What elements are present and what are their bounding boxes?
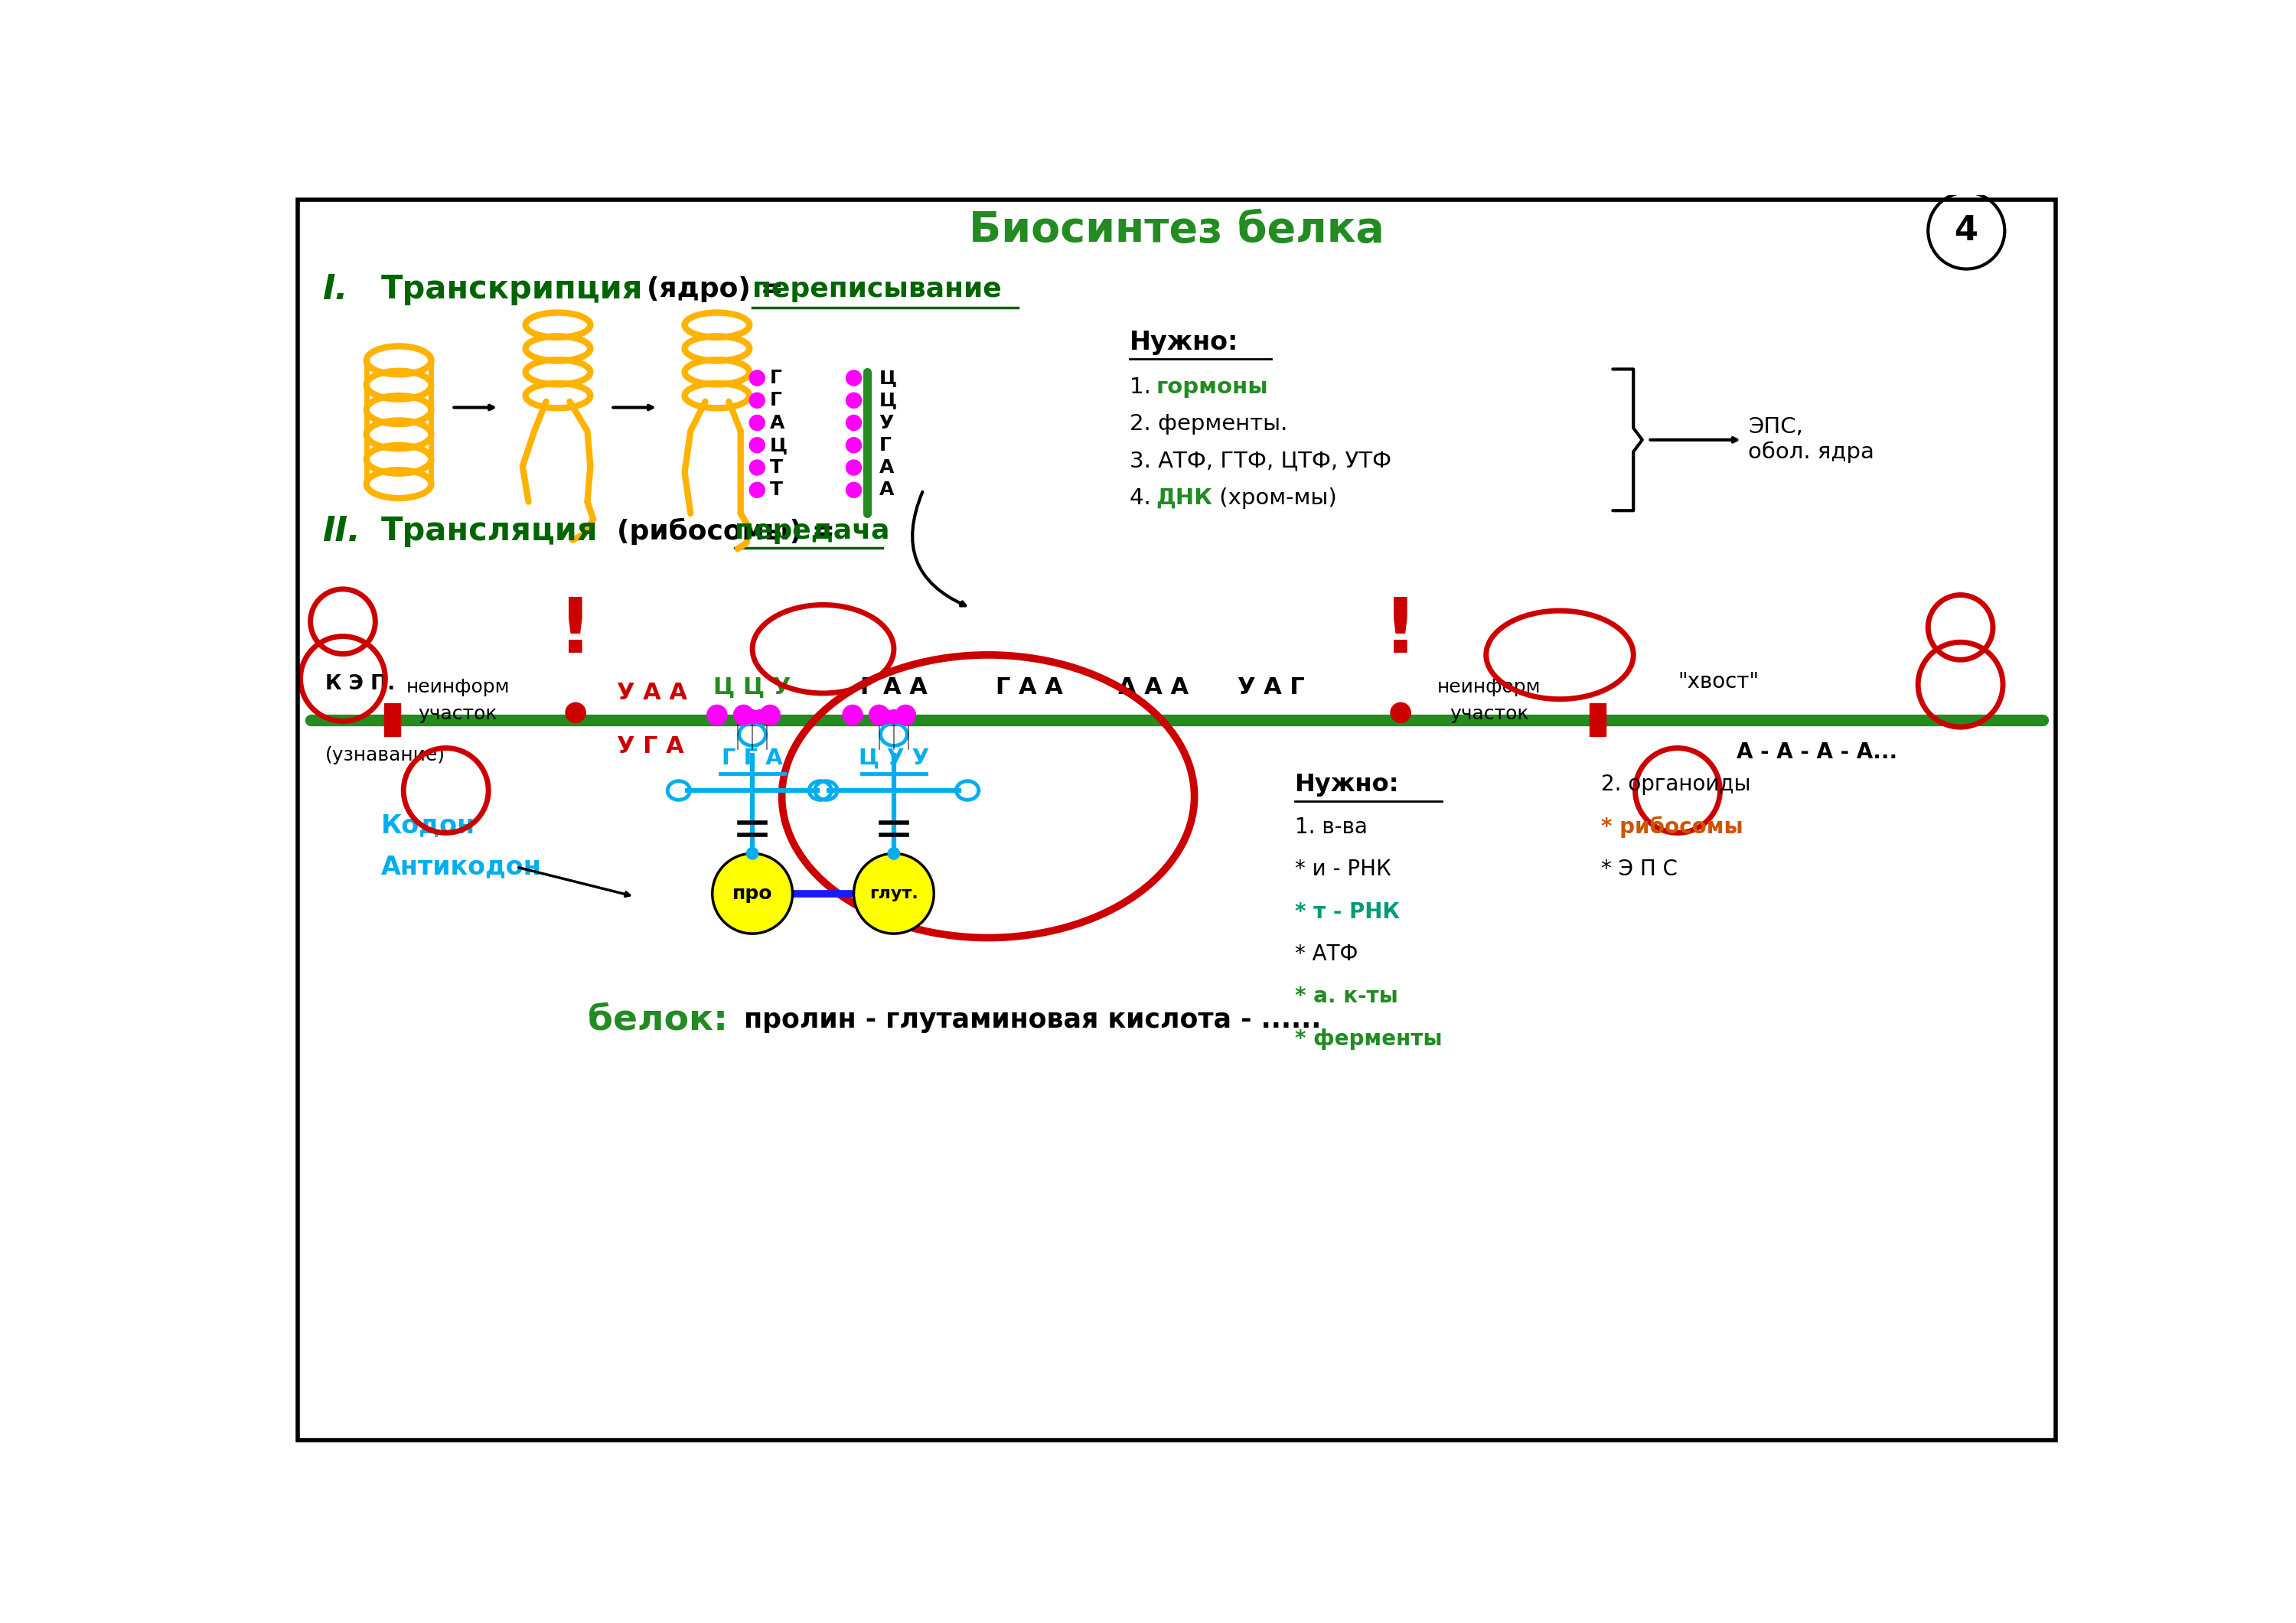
Text: 2. ферменты.: 2. ферменты. xyxy=(1130,414,1288,435)
Text: А А А: А А А xyxy=(1118,677,1189,698)
Text: 4.: 4. xyxy=(1130,487,1157,510)
Circle shape xyxy=(565,703,585,722)
Text: Ц: Ц xyxy=(879,391,898,409)
Text: * ферменты: * ферменты xyxy=(1295,1029,1442,1050)
Text: участок: участок xyxy=(418,704,498,722)
Text: 4: 4 xyxy=(1954,214,1979,247)
Text: Ц: Ц xyxy=(879,368,898,388)
Text: 1. в-ва: 1. в-ва xyxy=(1295,816,1366,837)
Text: А: А xyxy=(879,480,893,500)
Text: 1.: 1. xyxy=(1130,377,1157,398)
Text: (ядро) =: (ядро) = xyxy=(647,276,792,302)
Circle shape xyxy=(854,854,934,933)
Circle shape xyxy=(748,370,765,386)
Text: передача: передача xyxy=(735,518,891,544)
Text: Г Г А: Г Г А xyxy=(721,747,783,769)
Text: * и - РНК: * и - РНК xyxy=(1295,859,1391,880)
Text: 3. АТФ, ГТФ, ЦТФ, УТФ: 3. АТФ, ГТФ, ЦТФ, УТФ xyxy=(1130,450,1391,472)
Circle shape xyxy=(847,415,861,430)
Text: I.: I. xyxy=(321,273,347,307)
Text: Антикодон: Антикодон xyxy=(381,854,542,880)
Text: Ц Ц У: Ц Ц У xyxy=(714,677,792,698)
Circle shape xyxy=(843,704,863,725)
Circle shape xyxy=(879,709,893,724)
Text: 2. органоиды: 2. органоиды xyxy=(1600,774,1750,795)
Text: А - А - А - А...: А - А - А - А... xyxy=(1736,742,1896,763)
Text: Биосинтез белка: Биосинтез белка xyxy=(969,209,1384,252)
Text: Г: Г xyxy=(879,437,891,454)
Text: Нужно:: Нужно: xyxy=(1130,329,1238,355)
Circle shape xyxy=(847,438,861,453)
Text: !: ! xyxy=(558,594,592,669)
Text: У Г А: У Г А xyxy=(618,735,684,758)
Text: переписывание: переписывание xyxy=(753,276,1001,302)
Text: А: А xyxy=(879,458,893,477)
Circle shape xyxy=(732,704,753,725)
Text: глут.: глут. xyxy=(870,886,918,901)
Text: * Э П С: * Э П С xyxy=(1600,859,1678,880)
Circle shape xyxy=(753,709,767,724)
Text: А: А xyxy=(769,414,785,432)
Circle shape xyxy=(748,393,765,407)
Circle shape xyxy=(748,415,765,430)
Text: белок:: белок: xyxy=(588,1003,728,1037)
Text: ДНК: ДНК xyxy=(1157,487,1212,510)
Text: !: ! xyxy=(1382,594,1419,669)
Text: Транскрипция: Транскрипция xyxy=(381,274,643,305)
Text: (рибосомы) =: (рибосомы) = xyxy=(618,518,845,545)
Circle shape xyxy=(847,459,861,476)
Bar xyxy=(1589,703,1605,737)
Circle shape xyxy=(847,370,861,386)
Text: неинформ: неинформ xyxy=(406,678,510,696)
Text: Ц: Ц xyxy=(769,437,788,454)
Circle shape xyxy=(746,847,758,860)
Circle shape xyxy=(847,482,861,498)
Text: Кодон: Кодон xyxy=(381,813,475,839)
Text: * т - РНК: * т - РНК xyxy=(1295,901,1398,922)
Text: II.: II. xyxy=(321,514,360,547)
Circle shape xyxy=(886,709,900,724)
Text: неинформ: неинформ xyxy=(1437,678,1541,696)
Circle shape xyxy=(895,704,916,725)
Text: * АТФ: * АТФ xyxy=(1295,943,1357,966)
Text: (хром-мы): (хром-мы) xyxy=(1212,487,1336,510)
Text: К Э П.: К Э П. xyxy=(326,675,395,695)
Text: Т: Т xyxy=(769,458,783,477)
Bar xyxy=(383,703,400,737)
Text: У А А: У А А xyxy=(618,682,687,704)
Text: (узнавание): (узнавание) xyxy=(326,747,445,764)
Text: * а. к-ты: * а. к-ты xyxy=(1295,985,1398,1008)
Text: Нужно:: Нужно: xyxy=(1295,773,1398,797)
Circle shape xyxy=(870,704,889,725)
Text: Ц У У: Ц У У xyxy=(859,747,930,769)
Circle shape xyxy=(746,709,760,724)
Text: Г: Г xyxy=(769,391,783,409)
Text: Г: Г xyxy=(769,368,783,388)
Text: Г А А: Г А А xyxy=(996,677,1063,698)
Text: про: про xyxy=(732,885,771,902)
Text: Г А А: Г А А xyxy=(861,677,928,698)
Text: пролин - глутаминовая кислота - ......: пролин - глутаминовая кислота - ...... xyxy=(735,1008,1320,1034)
Circle shape xyxy=(760,704,781,725)
Text: Т: Т xyxy=(769,480,783,500)
Circle shape xyxy=(1391,703,1410,722)
Text: ЭПС,
обол. ядра: ЭПС, обол. ядра xyxy=(1747,417,1874,463)
Text: Трансляция: Трансляция xyxy=(381,514,599,547)
Circle shape xyxy=(889,847,900,860)
Circle shape xyxy=(712,854,792,933)
Circle shape xyxy=(895,709,909,724)
Circle shape xyxy=(847,393,861,407)
Circle shape xyxy=(707,704,728,725)
Text: * рибосомы: * рибосомы xyxy=(1600,816,1743,837)
Text: "хвост": "хвост" xyxy=(1678,670,1759,691)
Text: У: У xyxy=(879,414,893,432)
Text: гормоны: гормоны xyxy=(1157,377,1267,398)
Circle shape xyxy=(748,438,765,453)
Circle shape xyxy=(737,709,751,724)
Circle shape xyxy=(748,482,765,498)
Circle shape xyxy=(748,459,765,476)
Text: участок: участок xyxy=(1449,704,1529,722)
Text: У А Г: У А Г xyxy=(1238,677,1304,698)
